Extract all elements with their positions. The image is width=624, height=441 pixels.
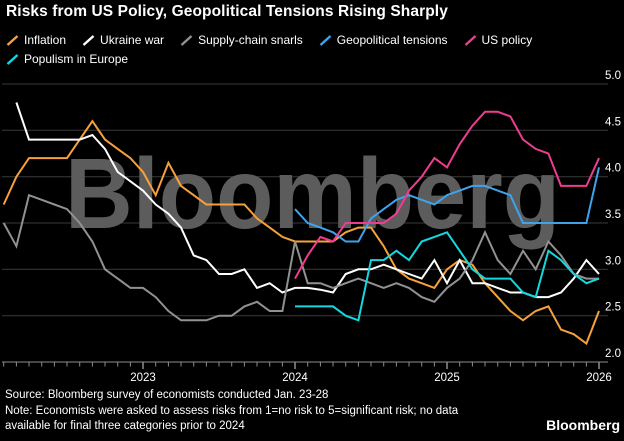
legend-item-supply-chain-snarls: Supply-chain snarls: [180, 31, 303, 49]
legend-item-geopolitical-tensions: Geopolitical tensions: [319, 31, 448, 49]
y-axis-label-2.0: 2.0: [605, 348, 621, 360]
x-axis-label-2025: 2025: [434, 372, 460, 384]
y-axis-label-3.5: 3.5: [605, 209, 621, 221]
legend-label: Geopolitical tensions: [336, 33, 448, 47]
legend-swatch-supply-chain-snarls: [180, 34, 193, 46]
bloomberg-watermark: Bloomberg: [65, 138, 560, 250]
y-axis-label-3.0: 3.0: [605, 255, 621, 267]
series-line-inflation: [2, 119, 600, 346]
bloomberg-logo: Bloomberg: [546, 417, 620, 433]
note-line-2: available for final three categories pri…: [5, 420, 245, 432]
series-line-ukraine-war: [15, 102, 600, 299]
legend-swatch-us-policy: [464, 34, 476, 46]
series-line-populism-in-europe: [295, 231, 600, 322]
legend-item-ukraine-war: Ukraine war: [82, 31, 164, 49]
y-axis-label-2.5: 2.5: [605, 302, 621, 314]
chart-legend: Inflation Ukraine war Supply-chain snarls G…: [6, 31, 612, 68]
legend-swatch-populism-in-europe: [6, 53, 19, 65]
source-note-block: Source: Bloomberg survey of economists c…: [5, 388, 565, 435]
legend-label: Populism in Europe: [24, 52, 129, 66]
series-line-supply-chain-snarls: [2, 193, 599, 322]
legend-swatch-ukraine-war: [82, 34, 95, 46]
source-line: Source: Bloomberg survey of economists c…: [5, 389, 329, 401]
note-line-1: Note: Economists were asked to assess ri…: [5, 404, 459, 417]
legend-item-populism-in-europe: Populism in Europe: [6, 50, 128, 68]
chart-title: Risks from US Policy, Geopolitical Tensi…: [6, 3, 448, 20]
legend-label: Ukraine war: [100, 33, 165, 47]
legend-label: Supply-chain snarls: [198, 33, 303, 47]
x-axis-label-2023: 2023: [130, 372, 156, 384]
x-axis-label-2026: 2026: [586, 372, 612, 384]
y-axis-label-4.5: 4.5: [605, 116, 621, 128]
legend-item-inflation: Inflation: [6, 31, 66, 49]
y-axis-label-5.0: 5.0: [605, 70, 621, 82]
x-axis-label-2024: 2024: [282, 372, 308, 384]
legend-swatch-inflation: [6, 34, 19, 46]
series-line-us-policy: [294, 110, 600, 280]
legend-item-us-policy: US policy: [464, 31, 533, 49]
legend-label: Inflation: [24, 33, 67, 47]
series-line-geopolitical-tensions: [294, 167, 600, 243]
legend-swatch-geopolitical-tensions: [319, 34, 332, 46]
y-axis-label-4.0: 4.0: [605, 163, 621, 175]
legend-label: US policy: [481, 33, 533, 47]
